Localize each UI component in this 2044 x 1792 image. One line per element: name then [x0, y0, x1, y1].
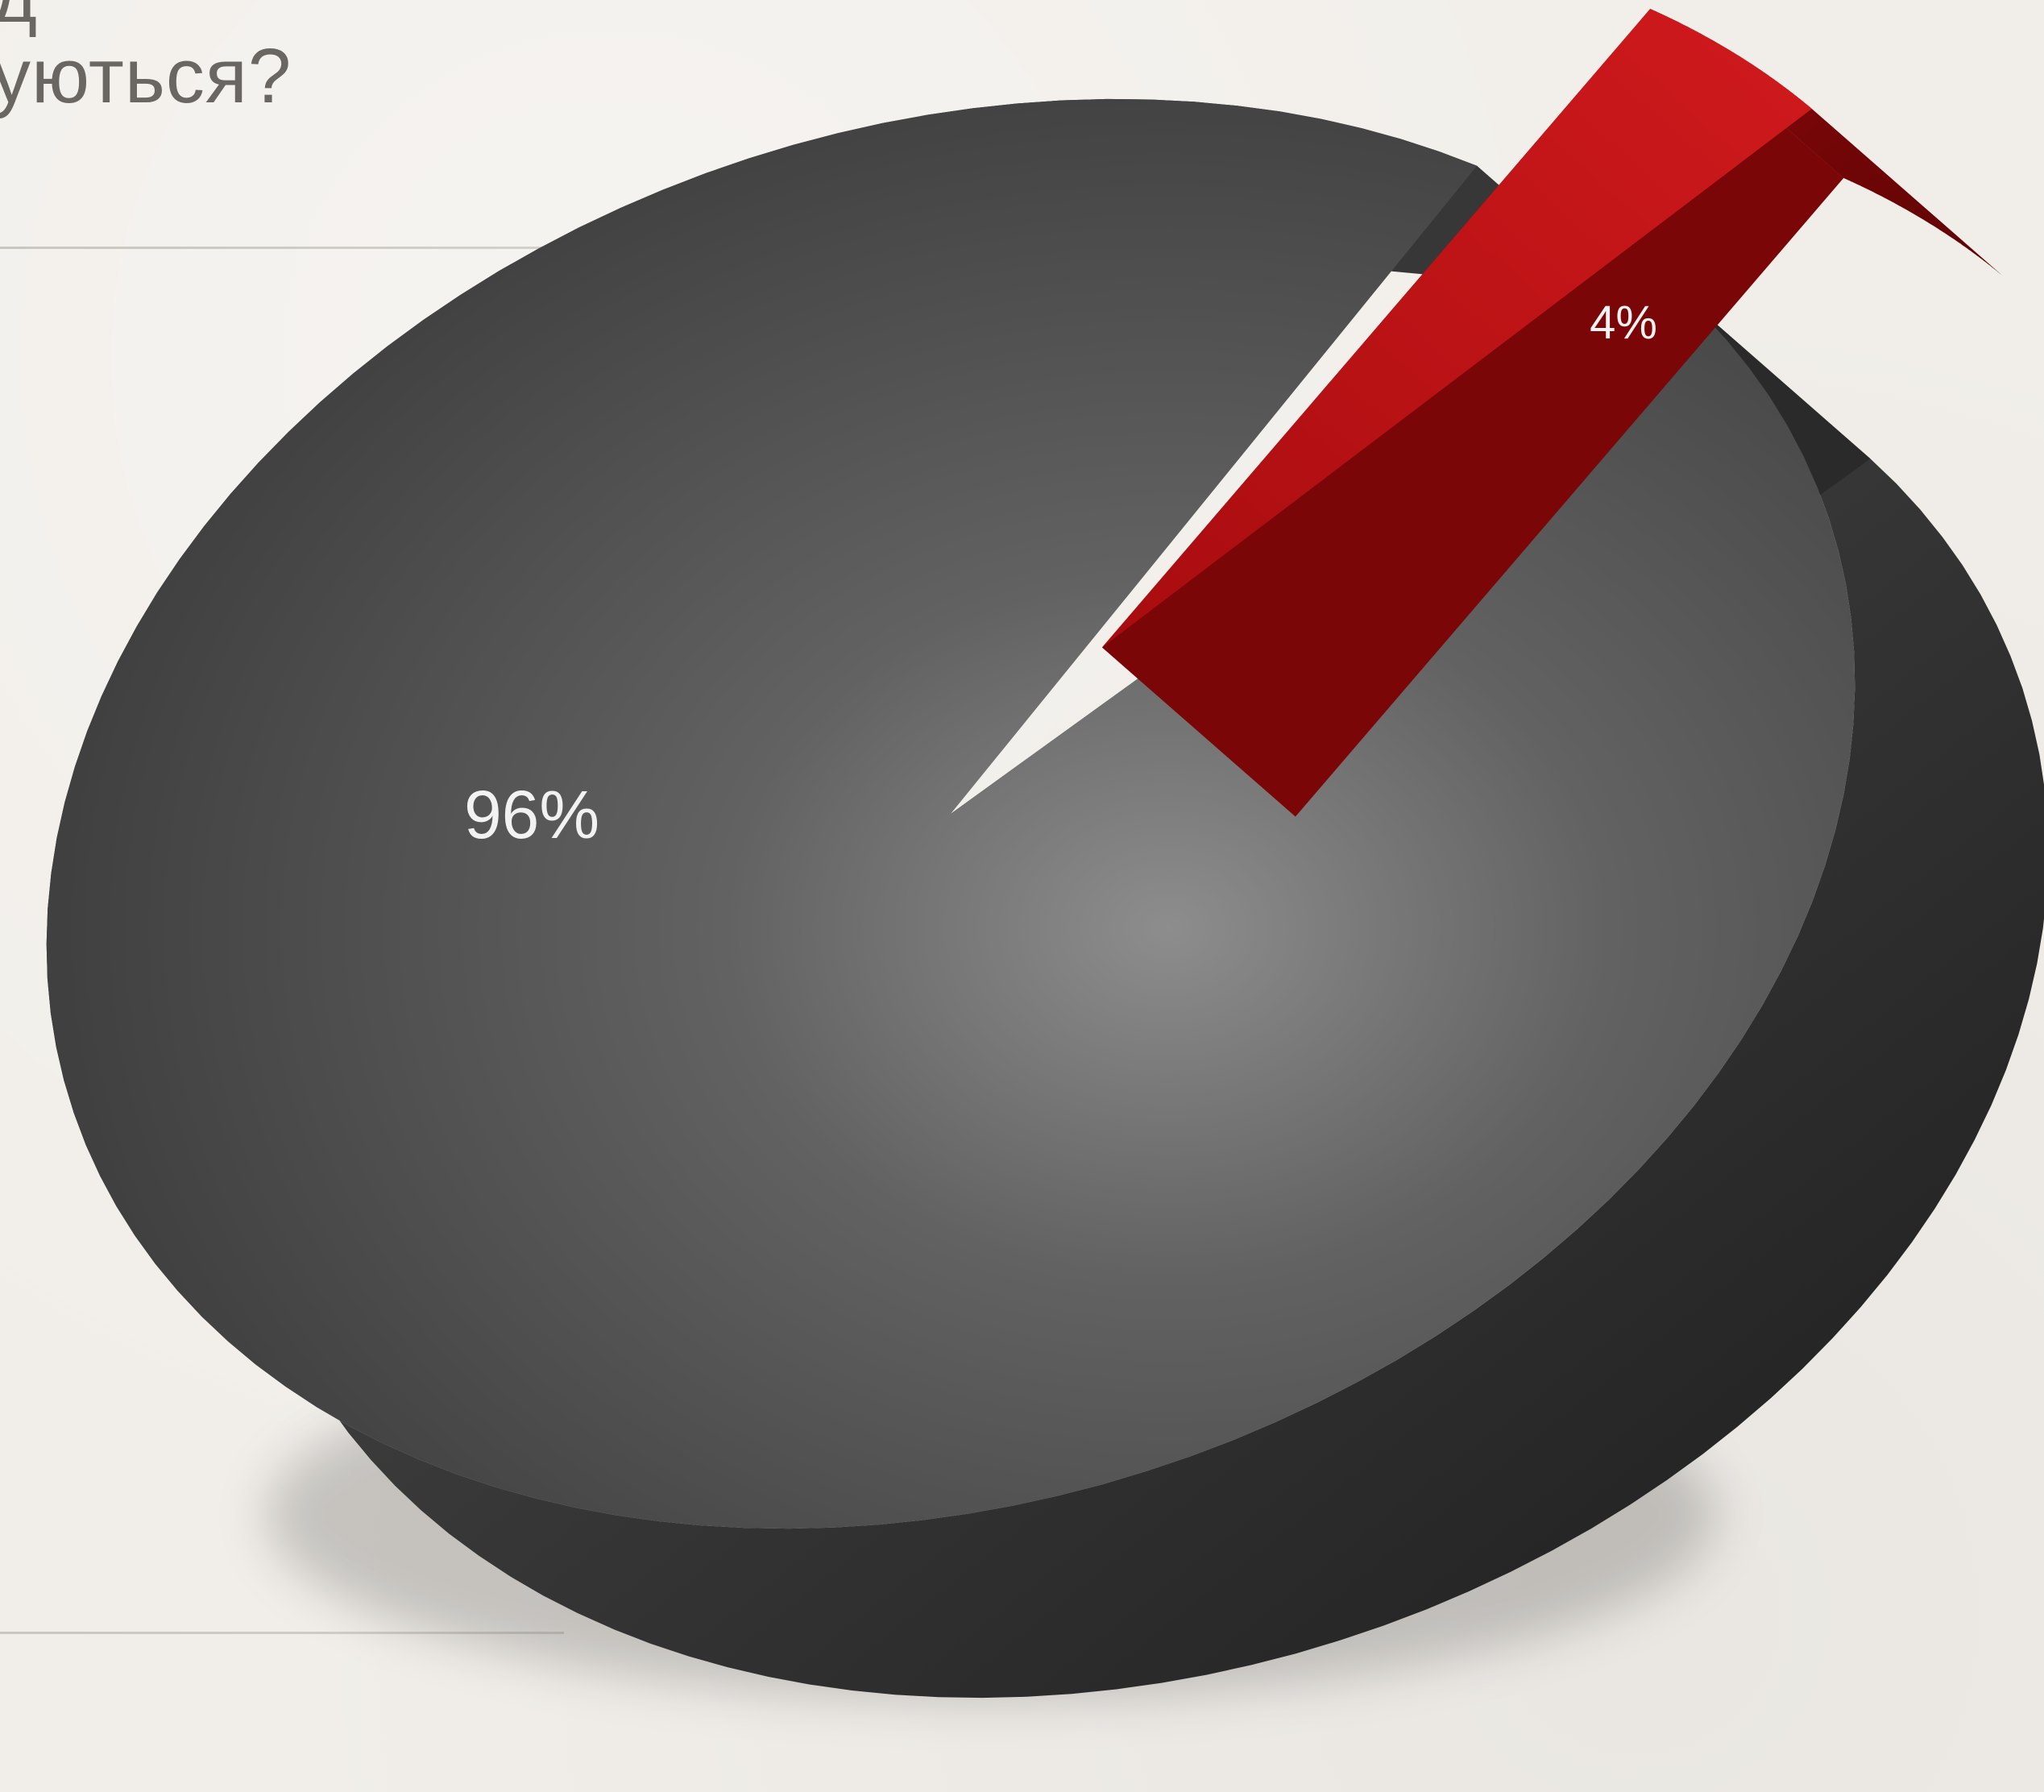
slice-label-96pct: 96%	[464, 777, 599, 852]
slice-label-4pct: 4%	[1590, 297, 1657, 349]
slices-group	[46, 8, 2044, 1699]
pie-slice-4pct	[1101, 8, 2005, 817]
page-title: д уються?	[0, 0, 292, 121]
page-title-top-fragment: д	[0, 0, 38, 40]
divider-bottom	[0, 1632, 564, 1634]
slice-top-face	[1101, 9, 1812, 648]
page-title-fragment: уються?	[0, 33, 292, 119]
divider-top	[0, 247, 564, 249]
labels-group: 96% 4%	[464, 297, 1657, 852]
slice-top-face	[46, 98, 1855, 1529]
